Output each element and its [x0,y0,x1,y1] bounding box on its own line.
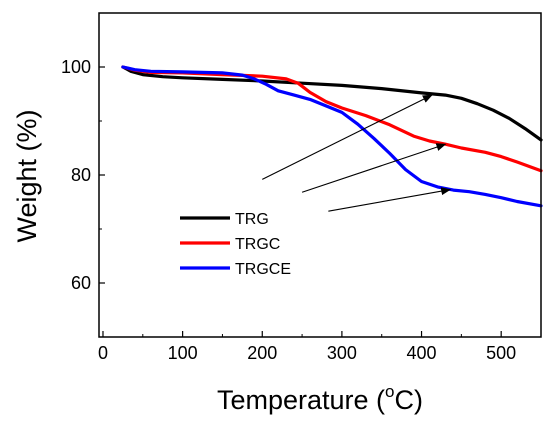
x-tick-label: 500 [486,343,516,363]
x-axis-title-text: Temperature ( [217,385,385,415]
legend-label-trgce: TRGCE [235,261,291,278]
plot-frame [98,12,542,338]
x-axis-title: Temperature (oC) [217,382,423,415]
arrow-trgce [328,187,452,212]
y-tick-label: 100 [61,57,91,77]
x-tick-label: 300 [327,343,357,363]
legend-label-trg: TRG [235,211,269,228]
x-tick-label: 400 [407,343,437,363]
series-line-trg [121,65,543,142]
x-tick-label: 0 [98,343,108,363]
legend-label-trgc: TRGC [235,236,280,253]
arrow-trgc [301,143,447,193]
x-axis-title-unit: C) [395,385,424,415]
x-tick-label: 200 [247,343,277,363]
series-line-trgce [121,65,543,208]
x-axis-title-degree: o [385,382,394,401]
x-tick-label: 100 [168,343,198,363]
arrow-trg [262,94,433,180]
series-line-trgc [121,65,543,173]
y-tick-label: 60 [71,273,91,293]
y-tick-label: 80 [71,165,91,185]
y-axis-title: Weight (%) [12,109,42,242]
